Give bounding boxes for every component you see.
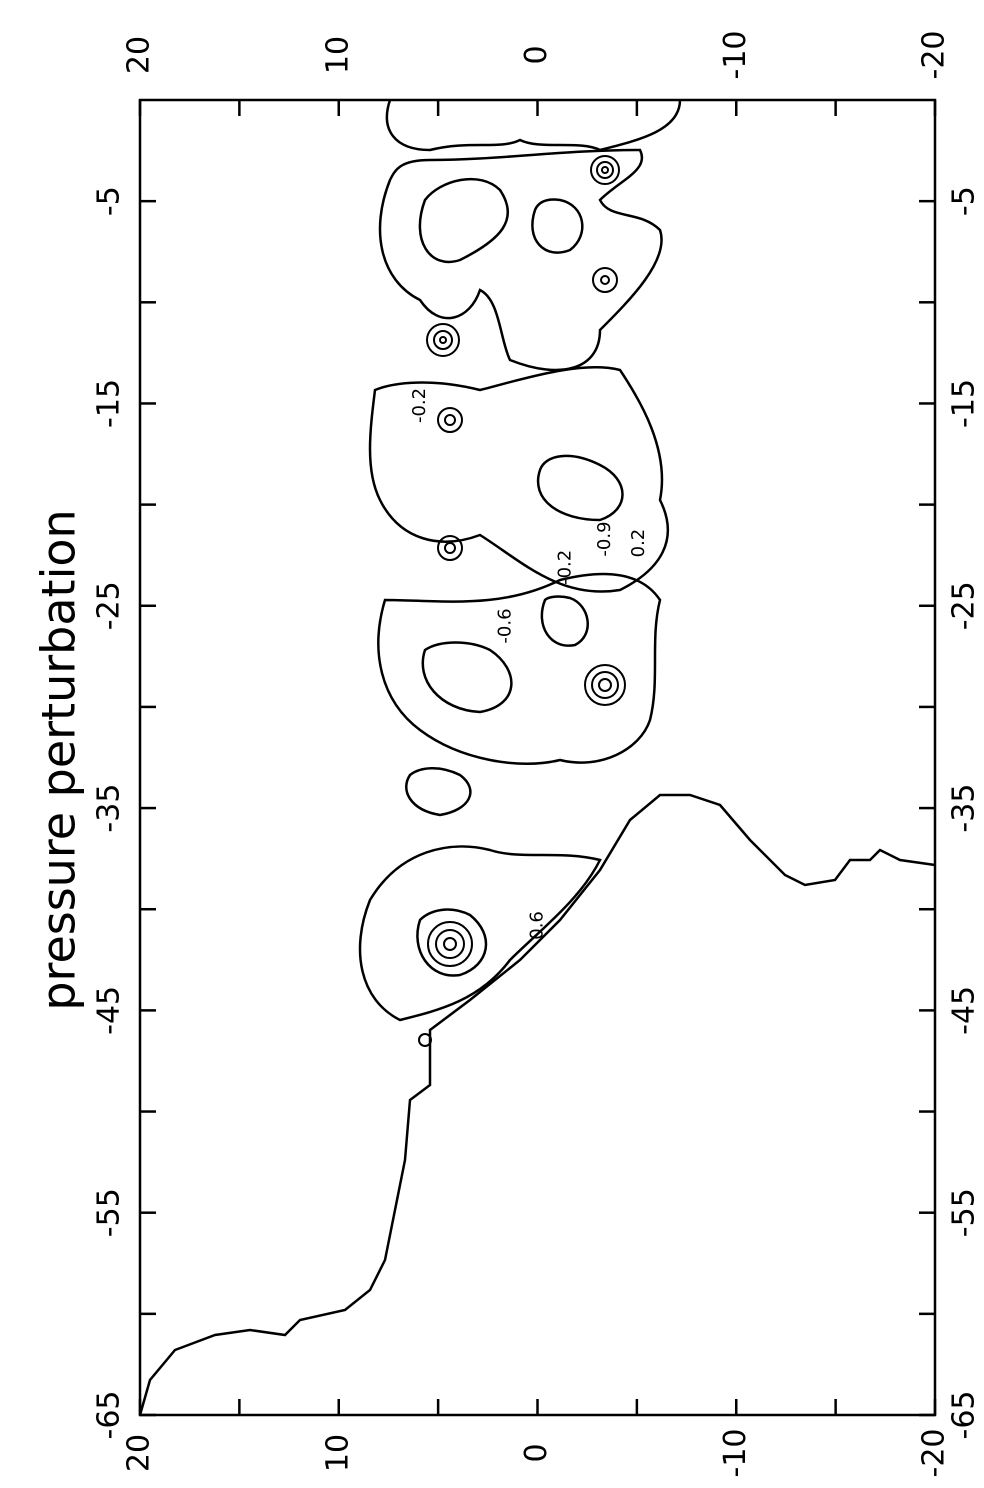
x-tick-label: -55 [92,1188,127,1237]
closed-cells [418,155,626,1047]
contour [378,148,663,372]
contour-label: -0.2 [554,550,575,585]
x-tick-label: -35 [92,784,127,833]
contour [416,908,488,977]
contour [385,99,682,152]
chart-title: pressure perturbation [32,509,86,1010]
contour [540,595,589,647]
coastline [138,793,936,1416]
contour-label: 0.2 [628,529,649,558]
contour-label: -0.2 [409,388,430,423]
contour-label: -0.6 [495,608,516,643]
y-tick-label: -20 [917,31,952,80]
y-tick-label: 20 [122,1434,157,1472]
x-tick-label: -65 [92,1391,127,1440]
contours [138,99,936,1416]
x-tick-label: -15 [947,379,982,428]
contour [421,641,513,714]
x-tick-label: -45 [947,986,982,1035]
x-tick-label: -15 [92,379,127,428]
y-tick-label: -10 [718,1429,753,1478]
contour [536,454,624,522]
x-tick-label: -55 [947,1188,982,1237]
y-tick-label: 20 [122,36,157,74]
x-tick-label: -65 [947,1391,982,1440]
y-tick-label: -20 [917,1429,952,1478]
contour [377,572,662,765]
x-tick-label: -45 [92,986,127,1035]
contour-label: 0.6 [527,911,548,940]
contour [368,366,670,593]
contour [358,845,602,1022]
contour [418,177,510,264]
x-tick-label: -25 [92,581,127,630]
contour [405,767,472,817]
y-tick-label: 10 [320,1434,355,1472]
y-tick-label: 0 [519,45,554,64]
x-tick-label: -25 [947,581,982,630]
contour-label: -0.9 [594,521,615,556]
x-tick-label: -35 [947,784,982,833]
plot-frame [138,98,937,1417]
y-tick-label: 0 [519,1443,554,1462]
y-tick-label: -10 [718,31,753,80]
x-tick-label: -5 [92,186,127,216]
x-tick-label: -5 [947,186,982,216]
y-tick-label: 10 [320,36,355,74]
contour [531,198,584,254]
